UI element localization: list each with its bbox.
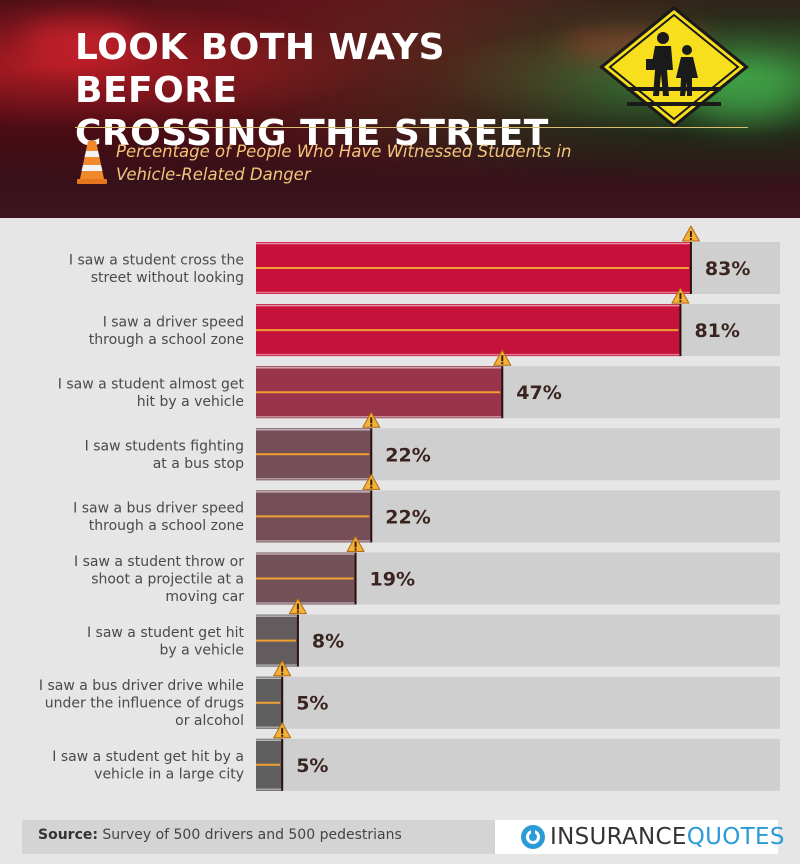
bar-row: 5% I saw a bus driver drive while under th… bbox=[39, 660, 780, 729]
source-label: Source: bbox=[38, 827, 98, 843]
category-label: I saw a student cross the street without … bbox=[69, 252, 244, 286]
source-note: Source: Survey of 500 drivers and 500 pe… bbox=[38, 827, 402, 843]
category-label: I saw a driver speed through a school zon… bbox=[89, 314, 244, 348]
category-label: I saw a student get hit by a vehicle bbox=[87, 625, 245, 659]
insurancequotes-logo: INSURANCE QUOTES bbox=[520, 822, 785, 852]
bar-row: 81% I saw a driver speed through a school … bbox=[89, 287, 780, 357]
warning-icon bbox=[273, 722, 292, 739]
value-label: 47% bbox=[516, 382, 561, 404]
category-label: I saw a bus driver speed through a school… bbox=[73, 501, 244, 535]
value-label: 22% bbox=[385, 506, 430, 528]
traffic-cone-icon bbox=[77, 141, 107, 184]
logo-text-insurance: INSURANCE bbox=[550, 824, 687, 850]
warning-icon bbox=[681, 225, 700, 242]
value-label: 83% bbox=[705, 258, 750, 280]
warning-icon bbox=[273, 660, 292, 677]
warning-icon bbox=[346, 536, 365, 552]
bar-track bbox=[256, 676, 780, 729]
category-label: I saw a student throw or shoot a projecti… bbox=[74, 554, 244, 605]
warning-icon bbox=[362, 411, 381, 428]
value-label: 81% bbox=[694, 320, 739, 342]
category-label: I saw a student get hit by a vehicle in a… bbox=[52, 749, 244, 783]
school-crossing-sign-icon bbox=[599, 6, 749, 128]
subtitle-line-1: Percentage of People Who Have Witnessed … bbox=[116, 142, 572, 161]
category-label: I saw a bus driver drive while under the … bbox=[39, 678, 244, 729]
warning-icon bbox=[493, 349, 512, 366]
value-label: 5% bbox=[296, 693, 328, 715]
bar-row: 19% I saw a student throw or shoot a proje… bbox=[74, 536, 780, 605]
title-divider bbox=[75, 127, 748, 128]
warning-icon bbox=[362, 473, 381, 490]
source-text: Survey of 500 drivers and 500 pedestrian… bbox=[97, 827, 402, 843]
bar-row: 83% I saw a student cross the street witho… bbox=[69, 225, 780, 294]
bar-row: 5% I saw a student get hit by a vehicle in… bbox=[52, 722, 780, 791]
bar-track bbox=[256, 738, 780, 791]
value-label: 22% bbox=[385, 444, 430, 466]
title-line-1: LOOK BOTH WAYS BEFORE bbox=[75, 27, 446, 111]
bar-row: 22% I saw students fighting at a bus stop bbox=[85, 411, 780, 481]
value-label: 19% bbox=[370, 569, 415, 591]
chart-subtitle: Percentage of People Who Have Witnessed … bbox=[116, 140, 676, 186]
title-line-2: CROSSING THE STREET bbox=[75, 113, 549, 154]
bar-row: 8% I saw a student get hit by a vehicle bbox=[87, 598, 780, 667]
header-banner: LOOK BOTH WAYS BEFORE CROSSING THE STREE… bbox=[0, 0, 800, 218]
subtitle-line-2: Vehicle-Related Danger bbox=[116, 165, 311, 184]
page-title: LOOK BOTH WAYS BEFORE CROSSING THE STREE… bbox=[75, 26, 595, 155]
value-label: 5% bbox=[296, 755, 328, 777]
bar-track bbox=[256, 614, 780, 667]
logo-text-quotes: QUOTES bbox=[686, 824, 785, 850]
category-label: I saw students fighting at a bus stop bbox=[85, 439, 244, 473]
warning-icon bbox=[288, 598, 307, 615]
warning-icon bbox=[671, 287, 690, 304]
bar-row: 22% I saw a bus driver speed through a sch… bbox=[73, 473, 780, 543]
insurancequotes-logo-icon bbox=[521, 825, 545, 849]
category-label: I saw a student almost get hit by a vehic… bbox=[58, 376, 245, 410]
bar-row: 47% I saw a student almost get hit by a ve… bbox=[58, 349, 780, 419]
value-label: 8% bbox=[312, 631, 344, 653]
